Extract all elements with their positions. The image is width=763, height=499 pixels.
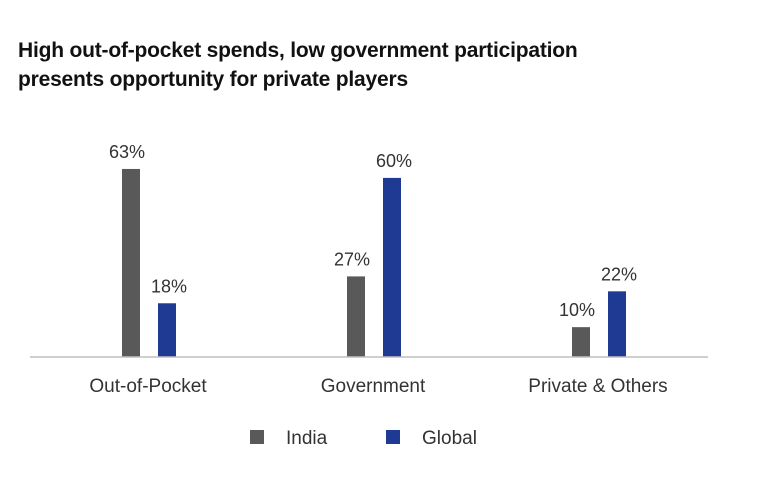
data-label-global-3: 22% [601, 264, 637, 284]
data-label-global-1: 18% [151, 276, 187, 296]
bar-india-1 [122, 168, 140, 357]
labels-layer: 63% 18% Out-of-Pocket 27% 60% Government 10% 22… [89, 142, 667, 397]
legend-swatch-india [250, 430, 264, 444]
category-label-1: Out-of-Pocket [89, 376, 207, 397]
chart-title: High out-of-pocket spends, low governmen… [18, 36, 748, 94]
category-label-3: Private & Others [528, 376, 667, 397]
data-label-india-1: 63% [109, 142, 145, 162]
data-label-india-2: 27% [334, 249, 370, 269]
bar-global-2 [383, 177, 401, 357]
legend: India Global [250, 428, 477, 449]
bar-global-3 [608, 291, 626, 357]
data-label-global-2: 60% [376, 151, 412, 171]
legend-label-india: India [286, 428, 328, 449]
legend-swatch-global [386, 430, 400, 444]
bar-india-3 [572, 327, 590, 357]
data-label-india-3: 10% [559, 300, 595, 320]
bars-layer [122, 168, 626, 357]
chart-title-line-2: presents opportunity for private players [18, 68, 408, 91]
bar-india-2 [347, 276, 365, 357]
category-label-2: Government [321, 376, 426, 397]
legend-label-global: Global [422, 428, 477, 449]
chart-title-line-1: High out-of-pocket spends, low governmen… [18, 39, 578, 62]
bar-global-1 [158, 303, 176, 357]
